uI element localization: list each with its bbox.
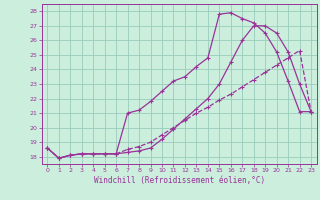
X-axis label: Windchill (Refroidissement éolien,°C): Windchill (Refroidissement éolien,°C)	[94, 176, 265, 185]
